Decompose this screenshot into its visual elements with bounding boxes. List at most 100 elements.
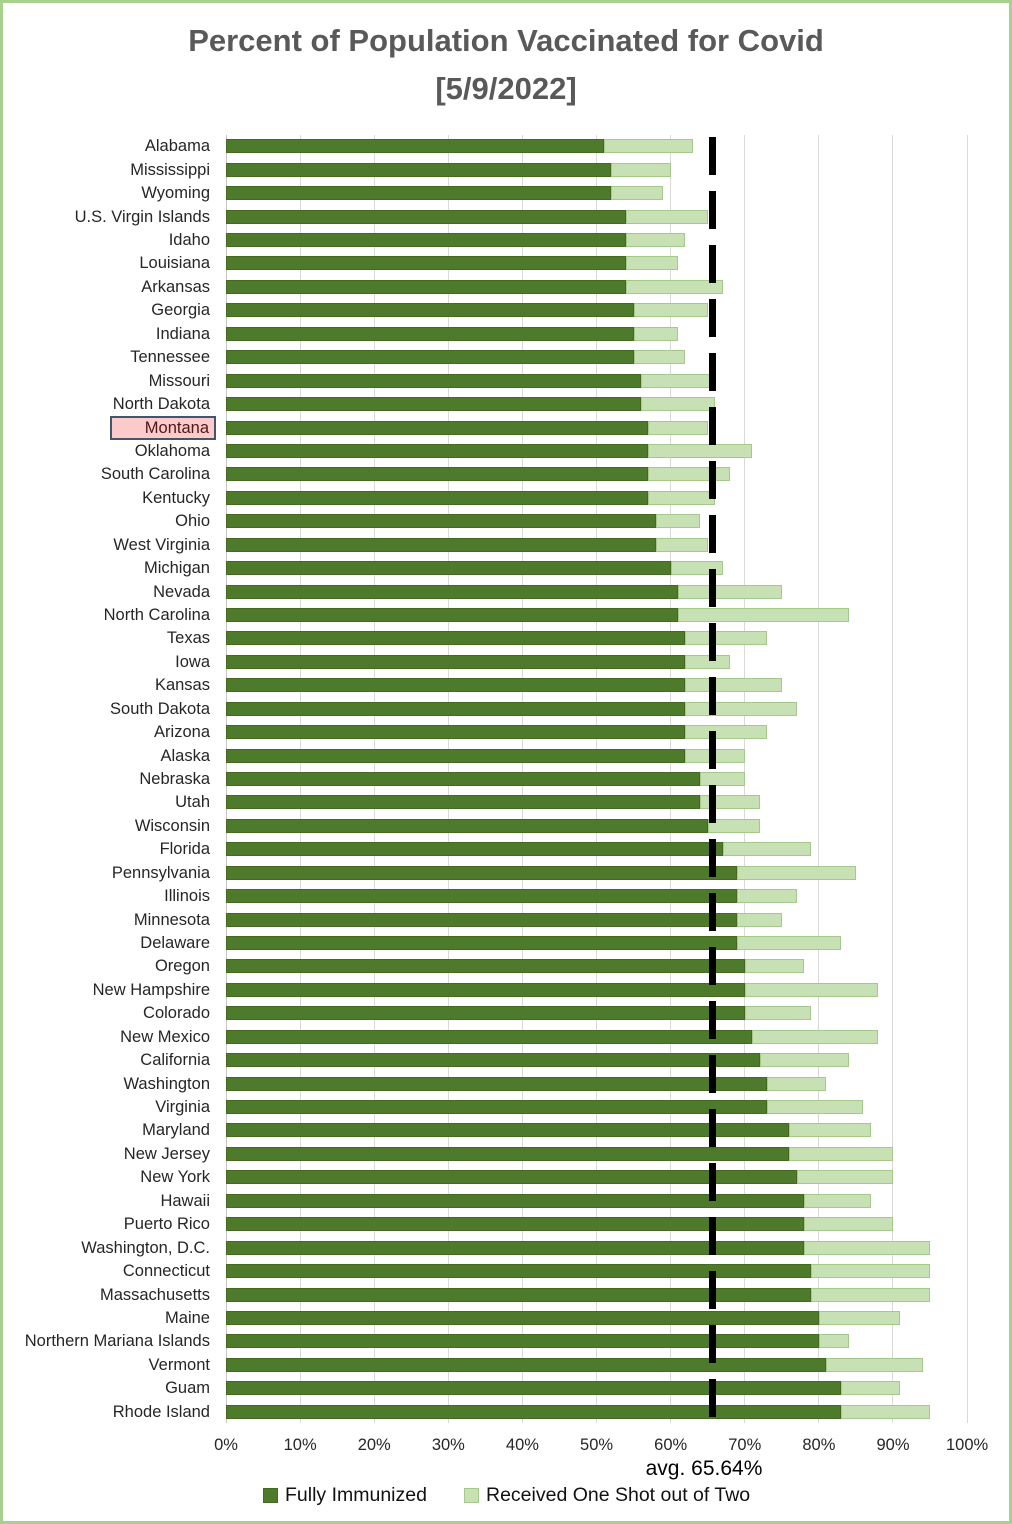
bar-fully-immunized-new-jersey: [226, 1146, 790, 1161]
bar-fully-immunized-illinois: [226, 889, 738, 904]
chart-title-line2: [5/9/2022]: [435, 71, 577, 106]
bar-one-shot-wyoming: [611, 186, 664, 201]
tick-label-10: 10%: [283, 1436, 317, 1454]
category-label-vermont: Vermont: [148, 1355, 210, 1374]
bar-one-shot-kansas: [685, 678, 782, 693]
bar-one-shot-north-carolina: [678, 607, 849, 622]
bar-one-shot-south-dakota: [685, 701, 797, 716]
bar-fully-immunized-vermont: [226, 1357, 827, 1372]
legend: Fully Immunized Received One Shot out of…: [0, 1484, 1012, 1506]
bar-one-shot-minnesota: [737, 912, 782, 927]
bar-fully-immunized-south-carolina: [226, 467, 649, 482]
bar-fully-immunized-iowa: [226, 654, 686, 669]
category-label-louisiana: Louisiana: [139, 254, 210, 273]
bar-one-shot-connecticut: [811, 1264, 931, 1279]
gridline-100: [966, 134, 968, 1424]
bar-one-shot-rhode-island: [841, 1404, 931, 1419]
bar-one-shot-alabama: [603, 139, 693, 154]
bar-one-shot-oregon: [744, 959, 805, 974]
category-label-indiana: Indiana: [155, 324, 210, 343]
category-label-minnesota: Minnesota: [133, 910, 210, 929]
bar-fully-immunized-michigan: [226, 561, 671, 576]
bar-one-shot-montana: [648, 420, 708, 435]
category-label-north-dakota: North Dakota: [112, 395, 210, 414]
bar-fully-immunized-south-dakota: [226, 701, 686, 716]
legend-swatch-one-shot: [464, 1487, 479, 1503]
bar-fully-immunized-connecticut: [226, 1264, 812, 1279]
bar-fully-immunized-oklahoma: [226, 443, 649, 458]
bar-one-shot-florida: [722, 842, 812, 857]
category-label-northern-mariana-islands: Northern Mariana Islands: [24, 1332, 210, 1351]
bar-fully-immunized-minnesota: [226, 912, 738, 927]
bar-one-shot-delaware: [737, 936, 842, 951]
bar-one-shot-new-mexico: [752, 1029, 879, 1044]
category-label-nebraska: Nebraska: [139, 770, 210, 788]
bar-fully-immunized-kentucky: [226, 490, 649, 505]
category-label-iowa: Iowa: [175, 652, 210, 671]
category-label-west-virginia: West Virginia: [113, 535, 210, 554]
bar-one-shot-massachusetts: [811, 1287, 931, 1302]
category-label-florida: Florida: [159, 840, 210, 859]
category-label-new-york: New York: [140, 1168, 210, 1187]
bar-fully-immunized-california: [226, 1053, 760, 1068]
category-label-virginia: Virginia: [155, 1098, 210, 1117]
bar-fully-immunized-texas: [226, 631, 686, 646]
bar-fully-immunized-u-s-virgin-islands: [226, 209, 627, 224]
category-label-south-dakota: South Dakota: [110, 699, 210, 718]
bar-one-shot-maryland: [789, 1123, 871, 1138]
category-label-puerto-rico: Puerto Rico: [123, 1215, 210, 1234]
bar-one-shot-oklahoma: [648, 443, 753, 458]
legend-label-one-shot: Received One Shot out of Two: [486, 1484, 751, 1506]
category-label-idaho: Idaho: [168, 231, 210, 250]
category-label-guam: Guam: [165, 1379, 210, 1398]
category-label-mississippi: Mississippi: [130, 160, 210, 179]
bar-fully-immunized-new-mexico: [226, 1029, 753, 1044]
category-label-washington: Washington: [123, 1074, 210, 1093]
category-label-texas: Texas: [166, 629, 210, 648]
gridline-70: [744, 134, 746, 1424]
bar-one-shot-louisiana: [626, 256, 679, 271]
tick-label-50: 50%: [580, 1436, 614, 1454]
legend-label-fully-immunized: Fully Immunized: [285, 1484, 427, 1506]
category-label-new-hampshire: New Hampshire: [92, 980, 210, 999]
bar-fully-immunized-northern-mariana-islands: [226, 1334, 819, 1349]
bar-one-shot-idaho: [626, 233, 686, 248]
bar-fully-immunized-west-virginia: [226, 537, 656, 552]
bar-fully-immunized-north-dakota: [226, 397, 642, 412]
category-label-delaware: Delaware: [140, 934, 210, 953]
category-label-tennessee: Tennessee: [130, 348, 210, 367]
bar-fully-immunized-nebraska: [226, 772, 701, 786]
bar-one-shot-kentucky: [648, 490, 716, 505]
bar-fully-immunized-rhode-island: [226, 1404, 842, 1419]
chart-title-line1: Percent of Population Vaccinated for Cov…: [188, 23, 824, 58]
category-label-connecticut: Connecticut: [122, 1262, 210, 1281]
bar-one-shot-nebraska: [700, 772, 745, 786]
bar-one-shot-northern-mariana-islands: [818, 1334, 849, 1349]
tick-label-20: 20%: [357, 1436, 391, 1454]
bar-fully-immunized-north-carolina: [226, 607, 679, 622]
bar-one-shot-pennsylvania: [737, 865, 856, 880]
category-label-kentucky: Kentucky: [142, 488, 210, 507]
bar-fully-immunized-colorado: [226, 1006, 745, 1021]
bar-one-shot-guam: [841, 1381, 901, 1396]
bar-one-shot-colorado: [744, 1006, 812, 1021]
bar-fully-immunized-mississippi: [226, 162, 612, 177]
category-label-maine: Maine: [165, 1308, 210, 1327]
bar-one-shot-new-york: [796, 1170, 893, 1185]
tick-label-30: 30%: [431, 1436, 465, 1454]
bar-one-shot-illinois: [737, 889, 797, 904]
category-label-arkansas: Arkansas: [141, 277, 210, 296]
bar-fully-immunized-maryland: [226, 1123, 790, 1138]
category-label-missouri: Missouri: [148, 371, 210, 390]
gridline-80: [818, 134, 820, 1424]
bar-one-shot-tennessee: [633, 350, 686, 365]
bar-one-shot-west-virginia: [655, 537, 708, 552]
bar-one-shot-california: [759, 1053, 849, 1068]
category-label-illinois: Illinois: [164, 887, 210, 906]
bar-fully-immunized-delaware: [226, 936, 738, 951]
bar-one-shot-nevada: [678, 584, 782, 599]
category-label-georgia: Georgia: [151, 301, 210, 320]
category-label-oregon: Oregon: [154, 957, 210, 976]
tick-label-60: 60%: [654, 1436, 688, 1454]
